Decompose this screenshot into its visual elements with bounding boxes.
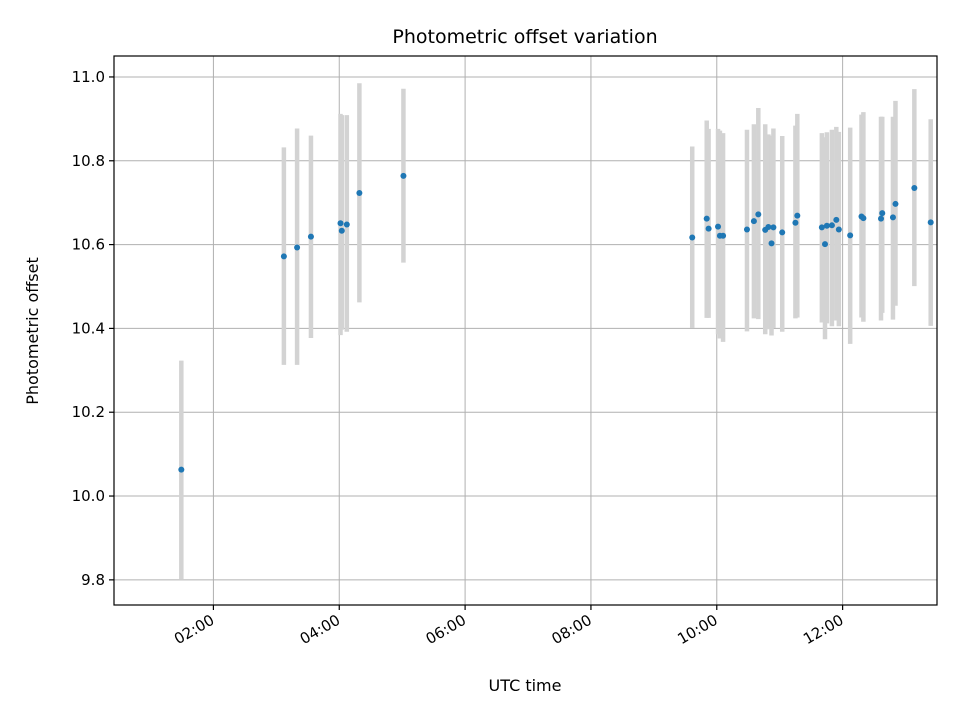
data-point [822, 241, 829, 248]
chart-title: Photometric offset variation [392, 26, 657, 48]
data-point [294, 244, 301, 251]
data-point [337, 220, 344, 227]
data-point [835, 226, 842, 233]
data-point [178, 466, 185, 473]
y-tick-label: 10.0 [72, 487, 105, 505]
data-point [911, 185, 918, 192]
data-point [768, 240, 775, 247]
data-point [818, 224, 825, 231]
data-point [794, 212, 801, 219]
y-axis-ticks: 9.8 10.0 10.2 10.4 10.6 10.8 11.0 [72, 68, 114, 589]
data-point [889, 214, 896, 221]
data-point [750, 218, 757, 225]
plot-area [113, 55, 938, 606]
data-point [892, 200, 899, 207]
y-tick-label: 10.4 [72, 319, 105, 337]
plot-frame [113, 55, 938, 606]
data-point [765, 223, 772, 230]
data-point [833, 216, 840, 223]
data-point [743, 226, 750, 233]
data-point [770, 224, 777, 231]
data-point [720, 232, 727, 239]
data-point [715, 223, 722, 230]
data-point [823, 222, 830, 229]
data-point [703, 215, 710, 222]
y-tick-label: 11.0 [72, 68, 105, 86]
data-point [356, 190, 363, 197]
data-point [338, 227, 345, 234]
data-point [860, 215, 867, 222]
x-axis-label: UTC time [489, 676, 562, 695]
y-tick-label: 10.6 [72, 236, 105, 254]
y-tick-label: 10.8 [72, 152, 105, 170]
y-tick-label: 10.2 [72, 403, 105, 421]
data-point [280, 253, 287, 260]
data-point [755, 211, 762, 218]
y-axis-label: Photometric offset [23, 257, 42, 405]
data-points [178, 172, 934, 473]
data-point [705, 225, 712, 232]
plot-background [114, 56, 937, 605]
y-tick-label: 9.8 [81, 571, 105, 589]
data-point [689, 234, 696, 241]
data-point [307, 233, 314, 240]
data-point [927, 219, 934, 226]
data-point [847, 232, 854, 239]
data-point [400, 172, 407, 179]
data-point [792, 219, 799, 226]
data-point [878, 215, 885, 222]
data-point [879, 210, 886, 217]
data-point [343, 221, 350, 228]
data-point [828, 222, 835, 229]
data-point [779, 229, 786, 236]
